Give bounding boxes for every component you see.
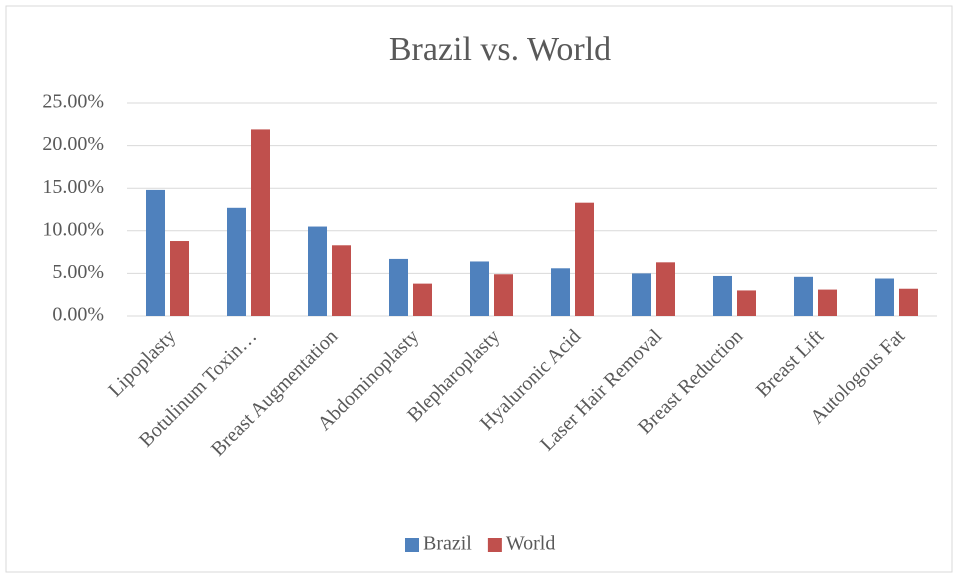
bar	[170, 241, 189, 316]
bar	[794, 276, 813, 316]
bar	[146, 189, 165, 316]
bar	[494, 274, 513, 316]
y-tick-label: 15.00%	[42, 176, 104, 198]
y-tick-label: 10.00%	[42, 218, 104, 240]
bar	[332, 245, 351, 316]
bar	[899, 288, 918, 316]
y-tick-label: 5.00%	[52, 261, 104, 283]
bar	[818, 289, 837, 316]
y-tick-label: 25.00%	[42, 91, 104, 113]
bar	[251, 129, 270, 316]
bar	[389, 258, 408, 316]
bar	[575, 202, 594, 316]
bar	[308, 226, 327, 316]
legend-label: World	[506, 533, 556, 555]
bar	[470, 261, 489, 316]
legend-label: Brazil	[423, 533, 472, 555]
y-tick-label: 0.00%	[52, 304, 104, 326]
bar	[875, 278, 894, 316]
bar	[713, 275, 732, 316]
legend-swatch	[487, 538, 502, 552]
bar	[227, 207, 246, 316]
chart-title: Brazil vs. World	[389, 31, 611, 68]
bar	[632, 273, 651, 316]
legend-swatch	[405, 538, 419, 552]
bar	[551, 268, 570, 316]
y-tick-label: 20.00%	[42, 133, 104, 155]
bar	[737, 290, 756, 316]
bar	[656, 262, 675, 316]
bar	[413, 283, 432, 316]
